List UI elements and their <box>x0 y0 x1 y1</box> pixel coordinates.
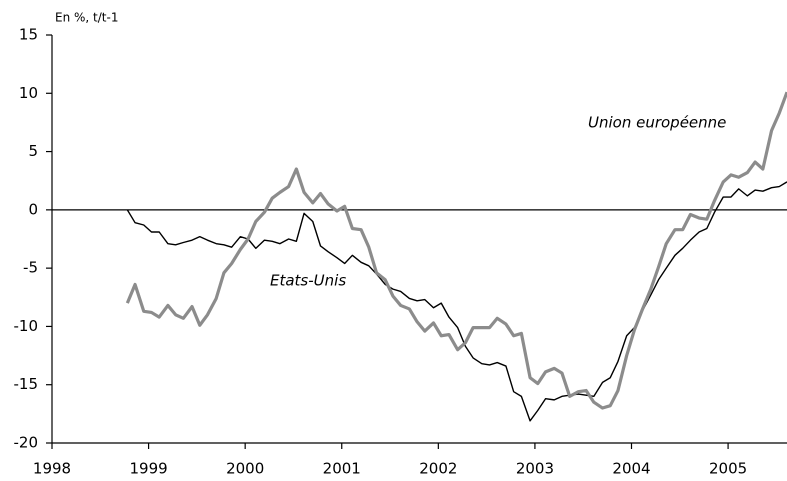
series-line <box>126 181 787 422</box>
y-tick-label: -10 <box>14 317 39 335</box>
x-tick-label: 2004 <box>612 460 650 478</box>
x-tick-label: 2001 <box>323 460 361 478</box>
x-tick-label: 2000 <box>226 460 264 478</box>
y-tick-label: -15 <box>14 375 39 393</box>
y-tick-label: 15 <box>19 26 38 44</box>
y-tick-label: -5 <box>23 259 38 277</box>
y-tick-label: 0 <box>28 200 38 218</box>
y-tick-label: 5 <box>28 142 38 160</box>
series-label: Etats-Unis <box>270 272 346 290</box>
x-tick-label: 1998 <box>33 460 71 478</box>
x-tick-label: 2002 <box>419 460 457 478</box>
series-line <box>125 91 787 410</box>
x-tick-label: 2003 <box>516 460 554 478</box>
x-tick-label: 1999 <box>129 460 167 478</box>
y-tick-label: -20 <box>14 434 39 452</box>
y-axis-label: En %, t/t-1 <box>55 11 118 25</box>
y-tick-label: 10 <box>19 84 38 102</box>
x-tick-label: 2005 <box>709 460 747 478</box>
series-label: Union européenne <box>588 114 726 132</box>
